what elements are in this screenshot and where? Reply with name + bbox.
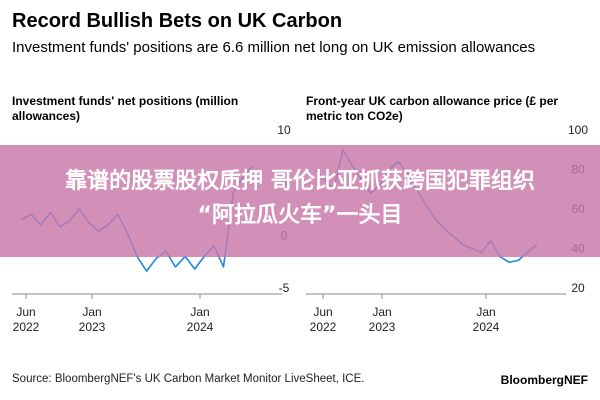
- chart-subtitle: Investment funds' positions are 6.6 mill…: [12, 39, 536, 56]
- right-x-tick-label: Jun 2022: [310, 305, 337, 334]
- right-y-tick-label: 20: [571, 281, 585, 295]
- overlay-text: 靠谱的股票股权质押 哥伦比亚抓获跨国犯罪组织 “阿拉瓜火车”一头目: [0, 165, 600, 233]
- overlay-banner: [0, 145, 600, 257]
- left-y-tick-label: 10: [277, 123, 291, 137]
- source-note: Source: BloombergNEF's UK Carbon Market …: [12, 373, 365, 385]
- chart-title: Record Bullish Bets on UK Carbon: [12, 10, 343, 32]
- right-y-tick-label: 100: [568, 123, 588, 137]
- left-panel-title: Investment funds' net positions (million…: [12, 94, 239, 123]
- left-x-tick-label: Jan 2024: [187, 305, 214, 334]
- overlay-line-1: 靠谱的股票股权质押 哥伦比亚抓获跨国犯罪组织: [65, 169, 535, 194]
- right-x-tick-label: Jan 2024: [473, 305, 500, 334]
- left-x-tick-label: Jun 2022: [13, 305, 40, 334]
- right-x-tick-label: Jan 2023: [369, 305, 396, 334]
- left-x-tick-label: Jan 2023: [79, 305, 106, 334]
- left-y-tick-label: -5: [279, 281, 290, 295]
- right-panel-title: Front-year UK carbon allowance price (£ …: [306, 94, 559, 123]
- brand-logo: BloombergNEF: [500, 373, 588, 387]
- overlay-line-2: “阿拉瓜火车”一头目: [197, 203, 403, 228]
